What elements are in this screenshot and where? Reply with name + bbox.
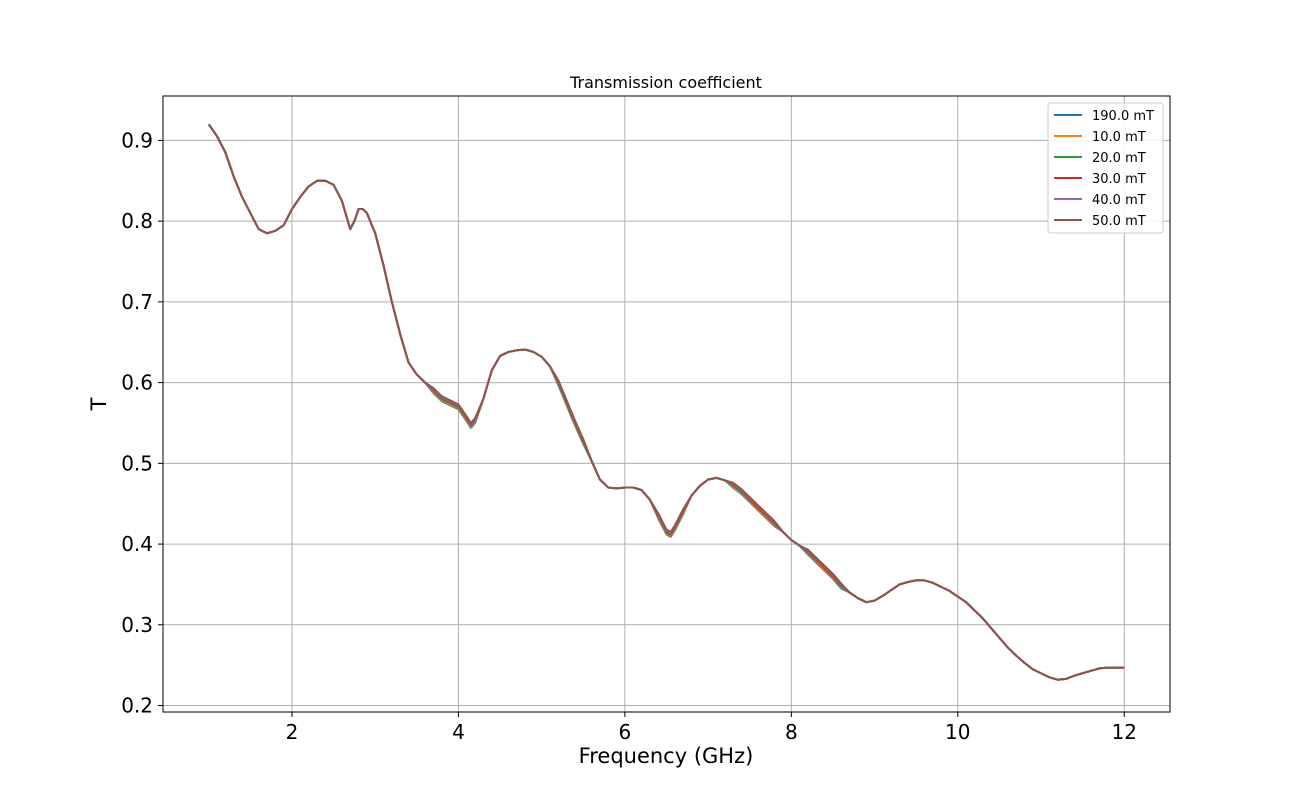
x-tick-label: 2 bbox=[286, 720, 299, 744]
legend-entry: 50.0 mT bbox=[1092, 214, 1146, 229]
series-line bbox=[207, 123, 1125, 681]
y-axis-label: T bbox=[87, 397, 111, 411]
legend-entry: 10.0 mT bbox=[1092, 130, 1146, 145]
y-tick-label: 0.9 bbox=[121, 128, 153, 152]
chart-title: Transmission coefficient bbox=[569, 73, 762, 92]
series-layer bbox=[207, 123, 1125, 681]
x-tick-label: 6 bbox=[619, 720, 632, 744]
y-tick-label: 0.3 bbox=[121, 613, 153, 637]
series-line bbox=[207, 123, 1125, 681]
legend-entry: 40.0 mT bbox=[1092, 193, 1146, 208]
x-tick-label: 4 bbox=[452, 720, 465, 744]
x-tick-label: 10 bbox=[945, 720, 970, 744]
legend-entry: 190.0 mT bbox=[1092, 109, 1154, 124]
series-line bbox=[207, 123, 1125, 681]
legend-entry: 30.0 mT bbox=[1092, 172, 1146, 187]
tick-layer: 2 4 6 8 10 12 0.2 0.3 0.4 0.5 0.6 0.7 0.8 0.9 bbox=[121, 128, 1137, 744]
x-axis-label: Frequency (GHz) bbox=[579, 744, 754, 768]
y-tick-label: 0.6 bbox=[121, 371, 153, 395]
y-tick-label: 0.2 bbox=[121, 694, 153, 718]
y-tick-label: 0.8 bbox=[121, 209, 153, 233]
plot-frame bbox=[162, 95, 1171, 713]
y-tick-label: 0.5 bbox=[121, 451, 153, 475]
legend-entry: 20.0 mT bbox=[1092, 151, 1146, 166]
x-tick-label: 8 bbox=[785, 720, 798, 744]
x-tick-label: 12 bbox=[1112, 720, 1137, 744]
series-line bbox=[207, 123, 1125, 681]
y-tick-label: 0.4 bbox=[121, 532, 153, 556]
y-tick-label: 0.7 bbox=[121, 290, 153, 314]
series-line bbox=[207, 123, 1125, 681]
legend: 190.0 mT 10.0 mT 20.0 mT 30.0 mT 40.0 mT 50.0… bbox=[1047, 102, 1164, 234]
series-line bbox=[207, 123, 1125, 681]
grid-layer bbox=[163, 96, 1170, 712]
